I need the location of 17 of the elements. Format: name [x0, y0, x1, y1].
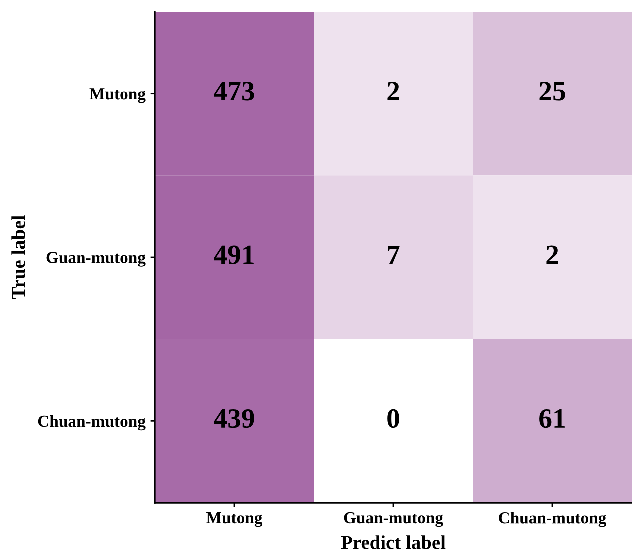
data-label: 491 [214, 246, 254, 264]
x-tick-label: Guan-mutong [344, 512, 444, 528]
data-label: 7 [388, 246, 400, 264]
data-label: 0 [388, 409, 400, 428]
data-label: 473 [214, 82, 254, 101]
x-tick-label: Mutong [206, 512, 263, 528]
data-label: 439 [214, 409, 254, 428]
data-label: 25 [540, 82, 566, 101]
x-tick-label: Chuan-mutong [499, 512, 607, 528]
y-tick-label: Guan-mutong [46, 252, 146, 267]
data-label: 61 [540, 409, 565, 428]
y-axis-title: True label [12, 216, 26, 300]
data-label: 2 [546, 246, 558, 264]
y-tick-label: Chuan-mutong [38, 415, 146, 431]
y-tick-label: Mutong [90, 88, 146, 104]
data-label: 2 [388, 82, 400, 101]
x-axis-title: Predict label [341, 536, 446, 550]
